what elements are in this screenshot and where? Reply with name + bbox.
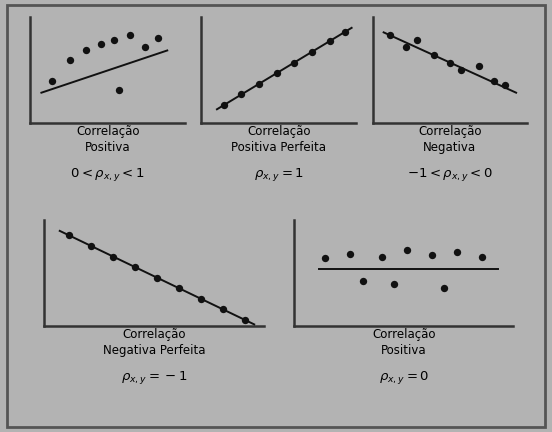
Point — [430, 51, 439, 58]
Text: Correlação
Negativa: Correlação Negativa — [418, 125, 482, 154]
Point — [125, 32, 134, 39]
Point — [501, 82, 509, 89]
Text: $\rho_{x,y} = 0$: $\rho_{x,y} = 0$ — [379, 369, 429, 386]
Point — [48, 77, 57, 84]
Point — [97, 41, 105, 48]
Point — [440, 285, 449, 292]
Text: Correlação
Positiva Perfeita: Correlação Positiva Perfeita — [231, 125, 326, 154]
Text: Correlação
Positiva: Correlação Positiva — [372, 328, 436, 357]
Point — [346, 250, 355, 257]
Point — [272, 70, 281, 76]
Point — [114, 86, 123, 93]
Point — [131, 264, 140, 270]
Point — [401, 44, 410, 51]
Text: $-1 < \rho_{x,y} < 0$: $-1 < \rho_{x,y} < 0$ — [407, 166, 493, 183]
Point — [477, 253, 486, 260]
Point — [378, 253, 386, 260]
Point — [321, 254, 330, 261]
Point — [457, 67, 465, 73]
Point — [174, 285, 183, 292]
Point — [474, 62, 483, 69]
Point — [141, 44, 150, 51]
Point — [87, 242, 95, 249]
Point — [66, 56, 75, 63]
Point — [386, 32, 395, 39]
Point — [254, 80, 263, 87]
Point — [152, 274, 161, 281]
Point — [110, 36, 119, 43]
Text: $\rho_{x,y} = 1$: $\rho_{x,y} = 1$ — [254, 166, 304, 183]
Point — [427, 251, 436, 258]
Point — [402, 247, 411, 254]
Point — [390, 280, 399, 287]
Point — [445, 59, 454, 66]
Point — [453, 248, 461, 255]
Point — [219, 306, 227, 313]
Point — [490, 77, 498, 84]
Point — [197, 295, 205, 302]
Point — [65, 232, 73, 239]
Point — [412, 36, 421, 43]
Point — [241, 316, 250, 323]
Text: $0 < \rho_{x,y} < 1$: $0 < \rho_{x,y} < 1$ — [70, 166, 145, 183]
Point — [154, 35, 163, 42]
Point — [358, 277, 367, 284]
Point — [237, 91, 246, 98]
Text: $\rho_{x,y} = -1$: $\rho_{x,y} = -1$ — [121, 369, 187, 386]
Point — [81, 47, 90, 54]
Point — [290, 59, 299, 66]
Point — [219, 102, 228, 108]
Point — [325, 38, 334, 45]
Text: Correlação
Positiva: Correlação Positiva — [76, 125, 140, 154]
Point — [341, 29, 349, 36]
Point — [109, 253, 118, 260]
Text: Correlação
Negativa Perfeita: Correlação Negativa Perfeita — [103, 328, 205, 357]
Point — [307, 48, 316, 55]
